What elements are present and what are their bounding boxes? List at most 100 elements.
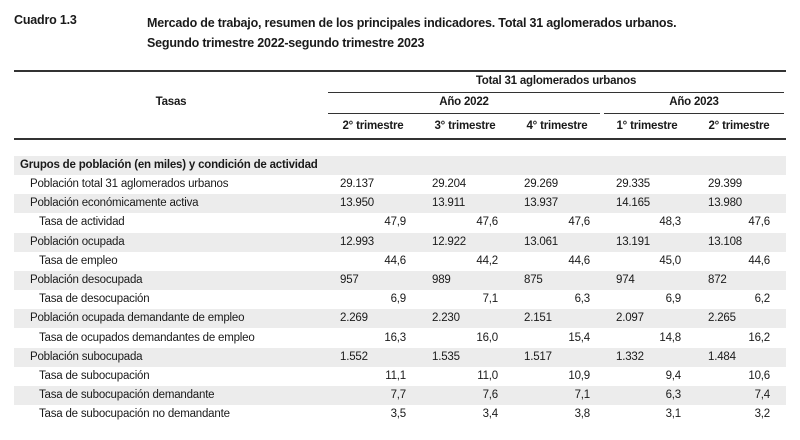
cell-value: 44,2	[476, 254, 498, 267]
title-line-2: Segundo trimestre 2022-segundo trimestre…	[147, 36, 425, 50]
cell-value: 45,0	[659, 254, 681, 267]
cell-value: 48,3	[659, 216, 681, 229]
cell-value: 12.993	[340, 235, 374, 248]
table-row: Tasa de empleo 44,6 44,2 44,6 45,0 44,6	[14, 252, 786, 271]
cell-value: 2.230	[432, 312, 460, 325]
header-quarter: 3° trimestre	[434, 120, 496, 132]
cell-value: 872	[708, 274, 727, 286]
cell-value: 7,4	[754, 389, 771, 402]
header-quarter: 2° trimestre	[708, 120, 770, 132]
header-tasas: Tasas	[155, 96, 187, 108]
cell-value: 11,1	[385, 370, 406, 382]
cell-value: 6,3	[665, 389, 682, 402]
header-quarter: 2° trimestre	[342, 120, 404, 132]
cell-value: 12.922	[432, 235, 466, 248]
rule	[328, 92, 784, 93]
header-total: Total 31 aglomerados urbanos	[475, 75, 637, 87]
cell-value: 13.061	[524, 235, 558, 248]
table-row: Población económicamente activa 13.950 13.…	[14, 194, 786, 214]
cell-value: 6,2	[754, 293, 771, 306]
cell-value: 6,9	[390, 293, 407, 306]
table-row: Tasa de desocupación 6,9 7,1 6,3 6,9 6,2	[14, 290, 786, 309]
cell-value: 16,0	[476, 331, 498, 344]
row-label: Población desocupada	[30, 274, 143, 286]
cell-value: 13.191	[616, 235, 650, 248]
header-year-2023: Año 2023	[669, 96, 719, 108]
cell-value: 7,7	[390, 389, 407, 402]
cell-value: 2.151	[524, 312, 552, 325]
row-label: Tasa de subocupación no demandante	[39, 408, 230, 421]
cell-value: 1.484	[708, 350, 736, 363]
row-label: Tasa de actividad	[39, 216, 125, 229]
row-label: Población ocupada demandante de empleo	[30, 312, 245, 325]
cell-value: 44,6	[748, 254, 770, 267]
cell-value: 29.399	[708, 178, 742, 190]
cell-value: 989	[432, 274, 451, 286]
cell-value: 957	[340, 274, 359, 286]
table-row: Tasa de subocupación 11,1 11,0 10,9 9,4 10,6	[14, 367, 786, 386]
cell-value: 1.332	[616, 350, 644, 363]
cell-value: 44,6	[384, 254, 406, 267]
cell-value: 6,9	[665, 293, 682, 306]
cell-value: 13.911	[432, 197, 466, 210]
cell-value: 14.165	[616, 197, 650, 210]
cell-value: 7,1	[574, 389, 591, 402]
cell-value: 10,9	[568, 370, 590, 382]
cell-value: 3,2	[754, 408, 771, 421]
rule	[328, 113, 600, 114]
cell-value: 2.265	[708, 312, 736, 325]
rule	[604, 113, 784, 114]
row-label: Población económicamente activa	[30, 197, 199, 210]
row-label: Tasa de subocupación	[39, 370, 150, 382]
table-title: Mercado de trabajo, resumen de los princ…	[147, 13, 677, 53]
cell-value: 13.937	[524, 197, 558, 210]
row-label: Tasa de desocupación	[39, 293, 150, 306]
cell-value: 44,6	[568, 254, 590, 267]
cell-value: 1.552	[340, 350, 368, 363]
row-label: Población ocupada	[30, 235, 125, 248]
cell-value: 15,4	[568, 331, 590, 344]
cell-value: 9,4	[665, 370, 682, 382]
table-row: Tasa de actividad 47,9 47,6 47,6 48,3 47,6	[14, 213, 786, 232]
cell-value: 47,6	[476, 216, 498, 229]
cell-value: 47,9	[384, 216, 406, 229]
cell-value: 875	[524, 274, 543, 286]
table-row: Tasa de ocupados demandantes de empleo 16…	[14, 329, 786, 348]
header-quarter: 1° trimestre	[616, 120, 678, 132]
cell-value: 974	[616, 274, 635, 286]
group-label: Grupos de población (en miles) y condici…	[20, 159, 318, 171]
cell-value: 10,6	[748, 370, 770, 382]
cell-value: 3,8	[574, 408, 591, 421]
cell-value: 16,3	[384, 331, 406, 344]
table-row: Población total 31 aglomerados urbanos 29…	[14, 175, 786, 194]
cell-value: 13.108	[708, 235, 742, 248]
table-row: Población ocupada demandante de empleo 2.…	[14, 309, 786, 329]
cell-value: 29.137	[340, 178, 374, 190]
cell-value: 3,5	[390, 408, 407, 421]
table-number: Cuadro 1.3	[14, 13, 77, 27]
table-row: Población subocupada 1.552 1.535 1.517 1.332…	[14, 347, 786, 367]
table-row: Tasa de subocupación no demandante 3,5 3,4…	[14, 405, 786, 424]
table-row: Población desocupada 957 989 875 974 872	[14, 271, 786, 290]
cell-value: 29.204	[432, 178, 466, 190]
cell-value: 14,8	[659, 331, 681, 344]
cell-value: 29.335	[616, 178, 650, 190]
table-row: Población ocupada 12.993 12.922 13.061 13.19…	[14, 232, 786, 252]
cell-value: 47,6	[568, 216, 590, 229]
cell-value: 7,1	[482, 293, 499, 306]
row-label: Población total 31 aglomerados urbanos	[30, 178, 229, 190]
cell-value: 6,3	[574, 293, 591, 306]
cell-value: 47,6	[748, 216, 770, 229]
cell-value: 11,0	[477, 370, 498, 382]
cell-value: 13.980	[708, 197, 742, 210]
group-header-row: Grupos de población (en miles) y condici…	[14, 156, 786, 175]
row-label: Tasa de subocupación demandante	[39, 389, 215, 402]
cell-value: 29.269	[524, 178, 558, 190]
title-line-1: Mercado de trabajo, resumen de los princ…	[147, 16, 677, 30]
cell-value: 3,4	[482, 408, 499, 421]
cell-value: 13.950	[340, 197, 374, 210]
row-label: Tasa de empleo	[39, 254, 118, 267]
row-label: Población subocupada	[30, 350, 143, 363]
header-year-2022: Año 2022	[439, 96, 489, 108]
table-top-rule	[14, 70, 786, 72]
